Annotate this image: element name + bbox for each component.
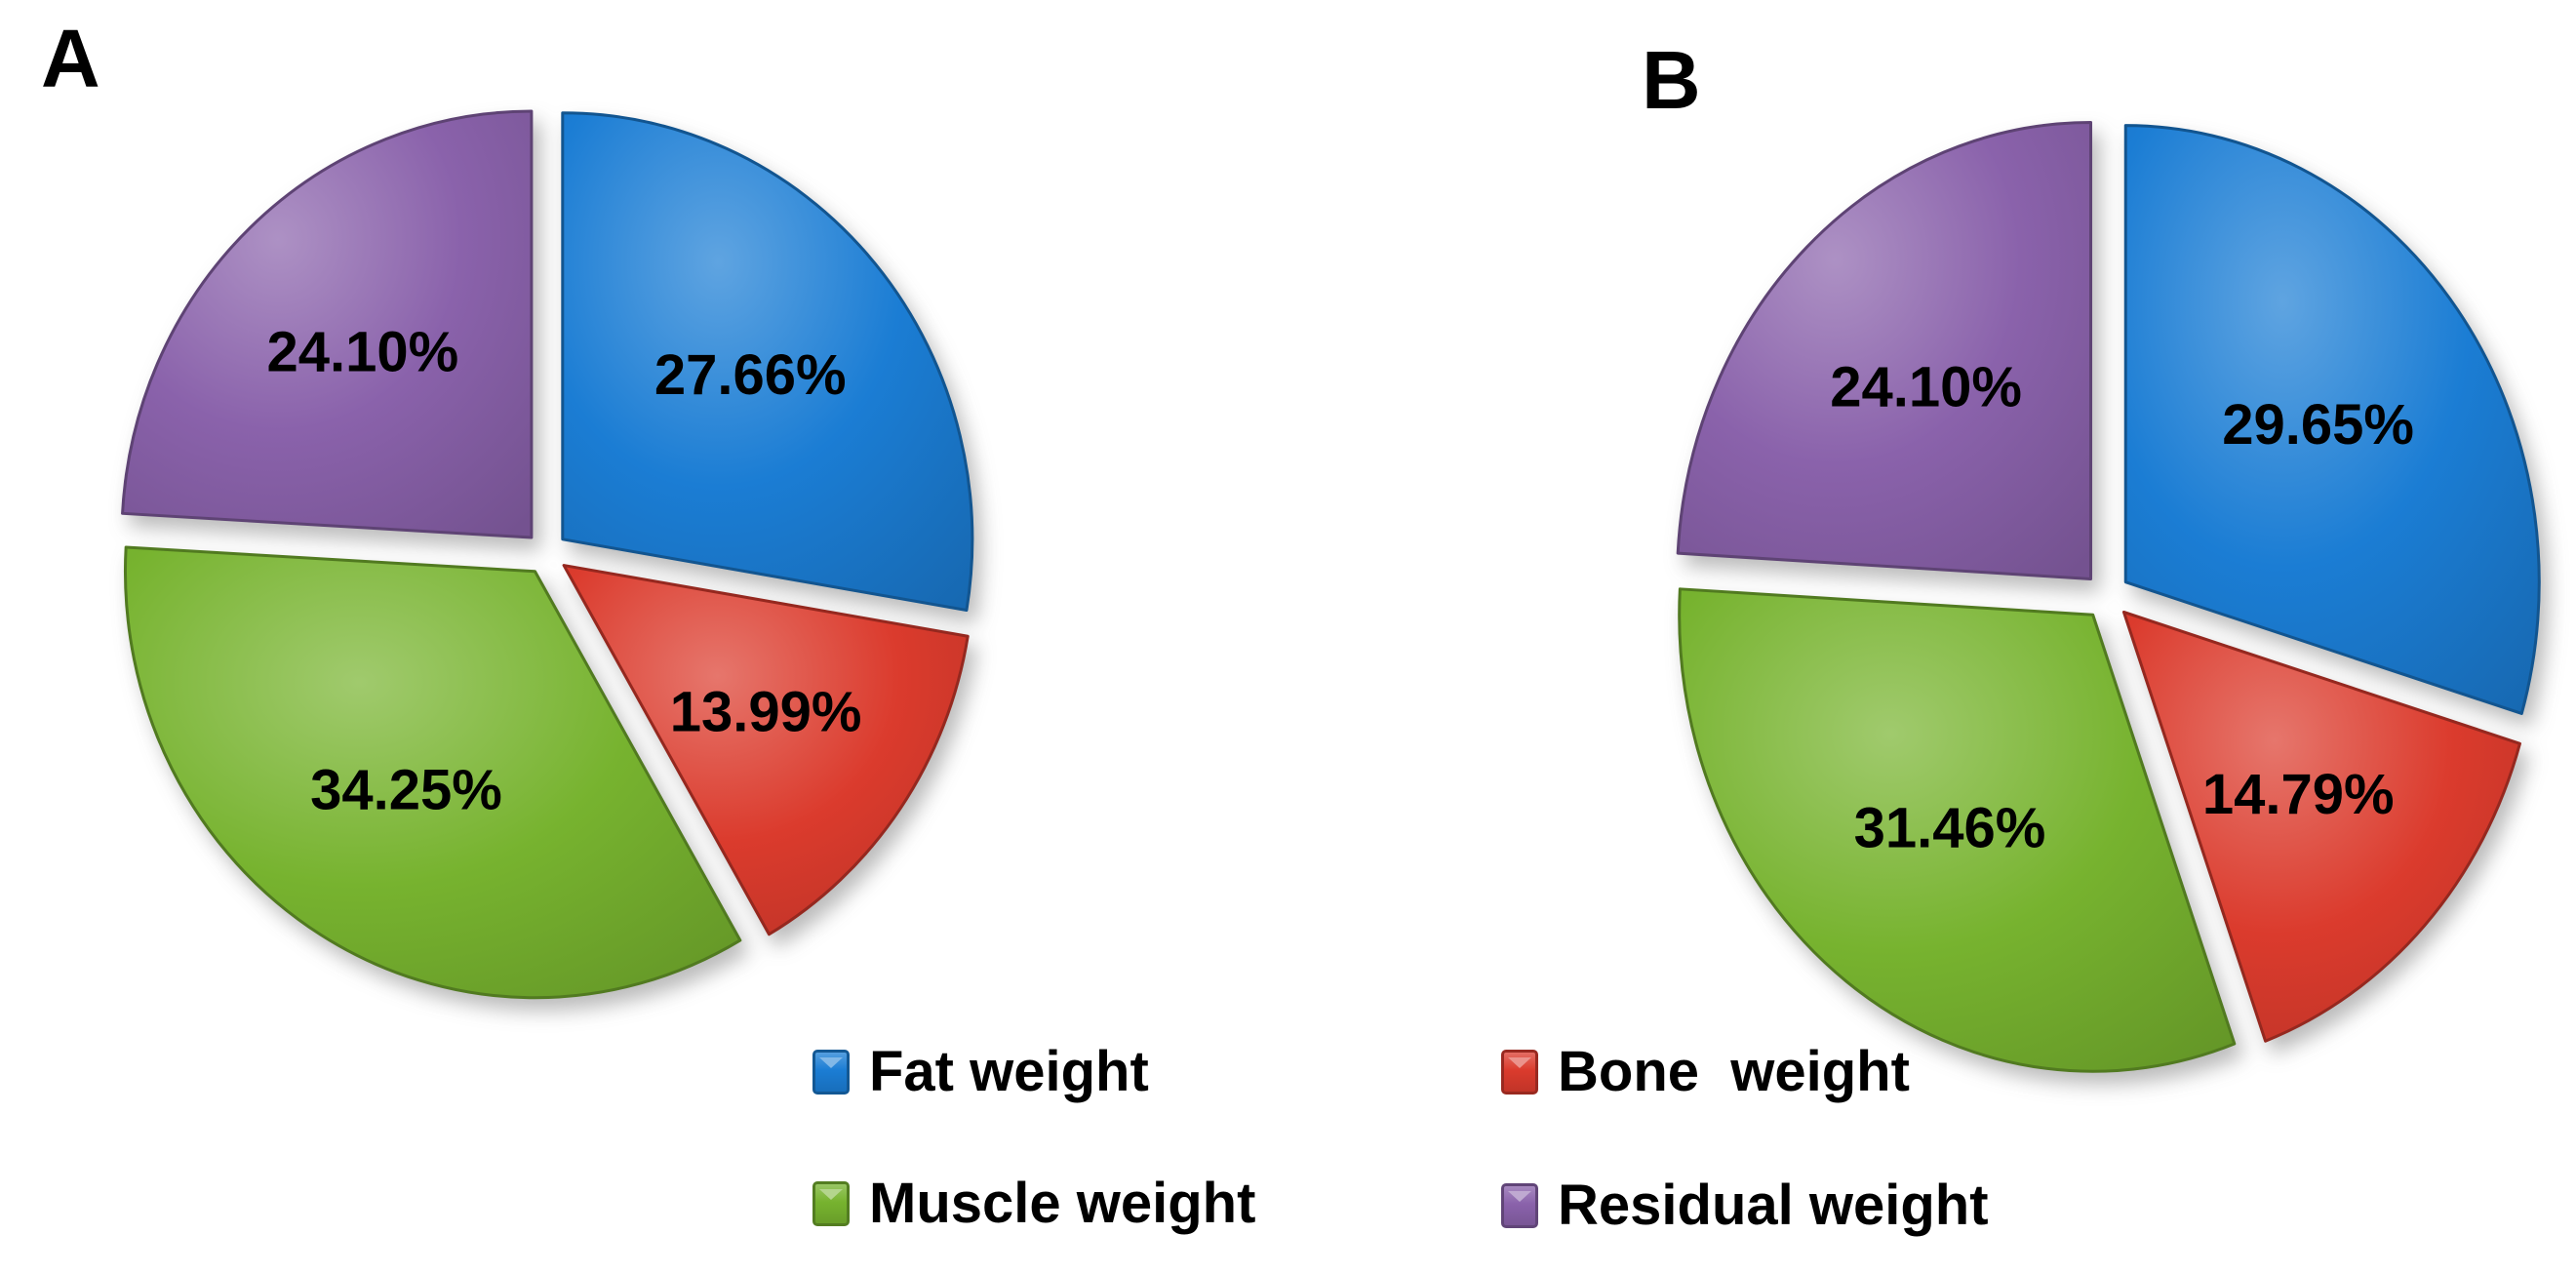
pie-slice-muscle-weight (1678, 587, 2237, 1073)
legend-item-bone-weight: Bone weight (1501, 1044, 1910, 1100)
bone-weight-swatch-icon (1501, 1050, 1538, 1095)
pie-slice-bone-weight (2121, 610, 2521, 1043)
pie-slice-fat-weight (561, 111, 974, 612)
panel-a-label: A (41, 13, 100, 104)
slice-percent-label: 24.10% (266, 321, 458, 384)
slice-percent-label: 34.25% (310, 758, 502, 821)
slice-percent-label: 13.99% (670, 680, 862, 743)
pie-slice-bone-weight (562, 564, 970, 936)
slice-percent-label: 29.65% (2222, 393, 2414, 457)
legend-item-residual-weight: Residual weight (1501, 1177, 1989, 1234)
legend-item-muscle-weight: Muscle weight (812, 1175, 1255, 1232)
legend-item-fat-weight: Fat weight (812, 1044, 1149, 1100)
legend-label-fat-weight: Fat weight (869, 1040, 1149, 1103)
slice-percent-label: 27.66% (654, 343, 847, 407)
fat-weight-swatch-icon (812, 1050, 850, 1095)
muscle-weight-swatch-icon (812, 1181, 850, 1226)
legend-label-residual-weight: Residual weight (1558, 1174, 1989, 1237)
slice-percent-label: 31.46% (1854, 796, 2046, 859)
legend-label-bone-weight: Bone weight (1558, 1040, 1910, 1103)
pie-chart-a: 27.66% 13.99% 34.25% 24.10% (121, 109, 974, 1000)
pie-slice-muscle-weight (124, 545, 742, 1000)
panel-b-label: B (1642, 34, 1701, 126)
slice-percent-label: 14.79% (2202, 763, 2395, 826)
pie-slice-residual-weight (1676, 121, 2093, 581)
slice-percent-label: 24.10% (1830, 356, 2022, 419)
pie-slice-fat-weight (2123, 124, 2541, 715)
pie-chart-b: 29.65% 14.79% 31.46% 24.10% (1676, 121, 2541, 1073)
pie-slice-residual-weight (121, 109, 534, 539)
residual-weight-swatch-icon (1501, 1183, 1538, 1228)
legend-label-muscle-weight: Muscle weight (869, 1172, 1256, 1235)
